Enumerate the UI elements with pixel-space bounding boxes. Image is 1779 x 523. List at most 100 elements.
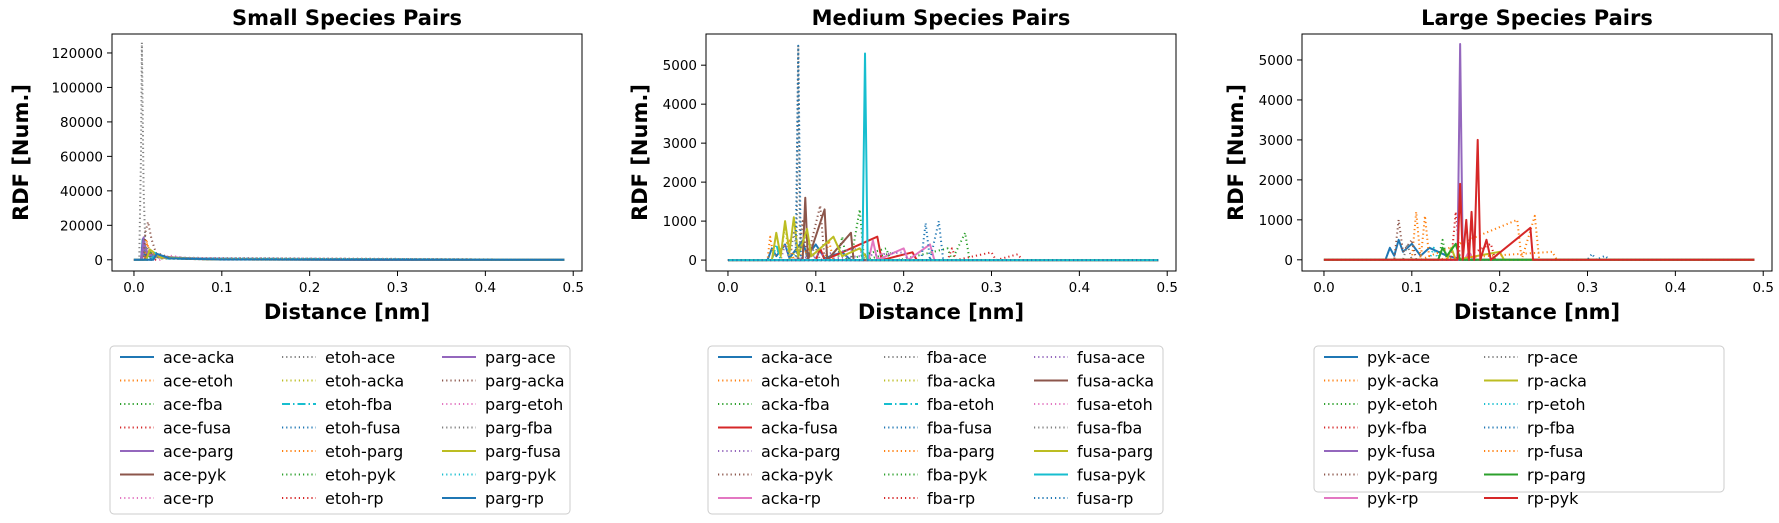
legend-label: ace-parg [163, 442, 234, 461]
series-line-parg-rp [133, 252, 565, 261]
y-tick-label: 3000 [663, 136, 697, 152]
series-line-fba-ace [727, 231, 1159, 262]
y-tick-label: 0 [688, 253, 697, 269]
legend-item-fba-acka: fba-acka [884, 372, 996, 391]
legend-item-fusa-pyk: fusa-pyk [1034, 466, 1146, 485]
legend-label: fusa-acka [1077, 372, 1154, 391]
legend-label: ace-pyk [163, 466, 227, 485]
legend-label: etoh-fusa [325, 419, 401, 438]
x-tick-label: 0.4 [1665, 280, 1686, 296]
series-line-parg-acka [133, 220, 565, 261]
legend-item-rp-fba: rp-fba [1484, 419, 1575, 438]
y-tick-label: 80000 [60, 115, 103, 131]
legend-label: fusa-parg [1077, 442, 1153, 461]
legend-item-fba-ace: fba-ace [884, 348, 987, 367]
legend-frame [1313, 345, 1725, 493]
legend-label: parg-fusa [485, 442, 561, 461]
legend-item-fusa-ace: fusa-ace [1034, 348, 1145, 367]
legend-item-rp-parg: rp-parg [1484, 466, 1586, 485]
legend-label: acka-fusa [761, 419, 838, 438]
legend-item-parg-pyk: parg-pyk [442, 466, 557, 485]
legend-item-pyk-etoh: pyk-etoh [1324, 395, 1438, 414]
y-tick-label: 2000 [1259, 173, 1293, 189]
legend-item-pyk-rp: pyk-rp [1324, 489, 1418, 508]
series-line-pyk-acka [1323, 210, 1755, 261]
legend-label: fusa-etoh [1077, 395, 1153, 414]
x-tick-label: 0.4 [475, 280, 496, 296]
chart-title: Large Species Pairs [1421, 6, 1653, 30]
legend-label: ace-acka [163, 348, 235, 367]
legend-label: acka-parg [761, 442, 841, 461]
series-group [133, 41, 565, 261]
y-tick-label: 4000 [1259, 93, 1293, 109]
x-tick-label: 0.3 [1577, 280, 1598, 296]
x-tick-label: 0.1 [211, 280, 232, 296]
axes-frame [111, 33, 583, 272]
legend-item-ace-pyk: ace-pyk [120, 466, 227, 485]
legend-label: pyk-rp [1367, 489, 1418, 508]
legend-item-etoh-parg: etoh-parg [282, 442, 403, 461]
legend-item-fusa-etoh: fusa-etoh [1034, 395, 1153, 414]
legend-item-acka-ace: acka-ace [718, 348, 833, 367]
legend-label: parg-etoh [485, 395, 563, 414]
chart-panel-3: 0.0 0.1 0.2 0.3 0.4 0.5 0 1000 2000 3000 4000 5000 L… [1224, 6, 1774, 508]
legend-label: etoh-fba [325, 395, 392, 414]
x-tick-label: 0.0 [123, 280, 144, 296]
legend-item-fba-pyk: fba-pyk [884, 466, 988, 485]
legend-label: etoh-acka [325, 372, 404, 391]
legend-item-pyk-acka: pyk-acka [1324, 372, 1439, 391]
y-tick-label: 2000 [663, 175, 697, 191]
legend-item-ace-fusa: ace-fusa [120, 419, 231, 438]
legend-label: rp-fusa [1527, 442, 1583, 461]
legend-item-acka-etoh: acka-etoh [718, 372, 840, 391]
legend-label: etoh-ace [325, 348, 395, 367]
legend-item-ace-acka: ace-acka [120, 348, 235, 367]
legend-item-rp-fusa: rp-fusa [1484, 442, 1583, 461]
x-tick-label: 0.2 [893, 280, 914, 296]
legend-item-acka-pyk: acka-pyk [718, 466, 834, 485]
series-line-pyk-ace [1323, 238, 1755, 261]
legend-label: rp-fba [1527, 419, 1575, 438]
legend-item-parg-ace: parg-ace [442, 348, 556, 367]
legend-label: fba-acka [927, 372, 996, 391]
legend-item-fba-fusa: fba-fusa [884, 419, 992, 438]
legend-label: acka-pyk [761, 466, 834, 485]
legend-item-fba-rp: fba-rp [884, 489, 975, 508]
y-tick-label: 5000 [663, 58, 697, 74]
chart-title: Small Species Pairs [232, 6, 462, 30]
series-line-fusa-rp [727, 44, 1159, 262]
x-tick-label: 0.2 [1489, 280, 1510, 296]
legend-frame [109, 345, 571, 515]
legend-item-ace-etoh: ace-etoh [120, 372, 233, 391]
x-tick-label: 0.3 [981, 280, 1002, 296]
y-tick-label: 1000 [663, 214, 697, 230]
y-tick-label: 0 [94, 253, 103, 269]
x-tick-label: 0.1 [805, 280, 826, 296]
legend-label: parg-acka [485, 372, 565, 391]
legend-item-rp-acka: rp-acka [1484, 372, 1587, 391]
legend-label: rp-acka [1527, 372, 1587, 391]
y-tick-label: 0 [1284, 253, 1293, 269]
legend-label: fba-parg [927, 442, 995, 461]
legend-label: pyk-fusa [1367, 442, 1436, 461]
x-axis-label: Distance [nm] [858, 300, 1024, 324]
legend-item-acka-parg: acka-parg [718, 442, 841, 461]
legend-label: rp-ace [1527, 348, 1578, 367]
legend-label: etoh-parg [325, 442, 403, 461]
legend-label: pyk-fba [1367, 419, 1427, 438]
y-axis-label: RDF [Num.] [628, 84, 652, 221]
legend-label: fba-etoh [927, 395, 994, 414]
legend-label: pyk-parg [1367, 466, 1438, 485]
legend-item-parg-rp: parg-rp [442, 489, 544, 508]
legend-item-parg-fusa: parg-fusa [442, 442, 561, 461]
legend-item-ace-parg: ace-parg [120, 442, 234, 461]
legend-label: ace-rp [163, 489, 214, 508]
x-tick-label: 0.1 [1401, 280, 1422, 296]
chart-title: Medium Species Pairs [812, 6, 1071, 30]
legend-item-rp-etoh: rp-etoh [1484, 395, 1586, 414]
axes-frame [1301, 33, 1773, 272]
legend-item-etoh-ace: etoh-ace [282, 348, 395, 367]
y-tick-label: 40000 [60, 184, 103, 200]
series-group [727, 44, 1159, 262]
legend-label: rp-parg [1527, 466, 1586, 485]
